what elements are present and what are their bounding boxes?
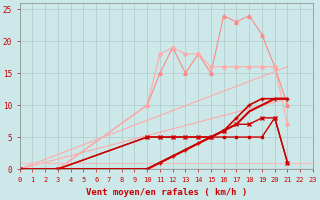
X-axis label: Vent moyen/en rafales ( km/h ): Vent moyen/en rafales ( km/h ) xyxy=(86,188,247,197)
